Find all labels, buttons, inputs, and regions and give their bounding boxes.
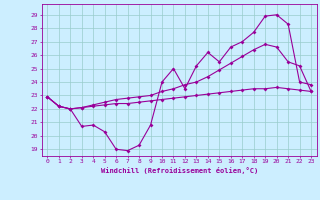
X-axis label: Windchill (Refroidissement éolien,°C): Windchill (Refroidissement éolien,°C)	[100, 167, 258, 174]
